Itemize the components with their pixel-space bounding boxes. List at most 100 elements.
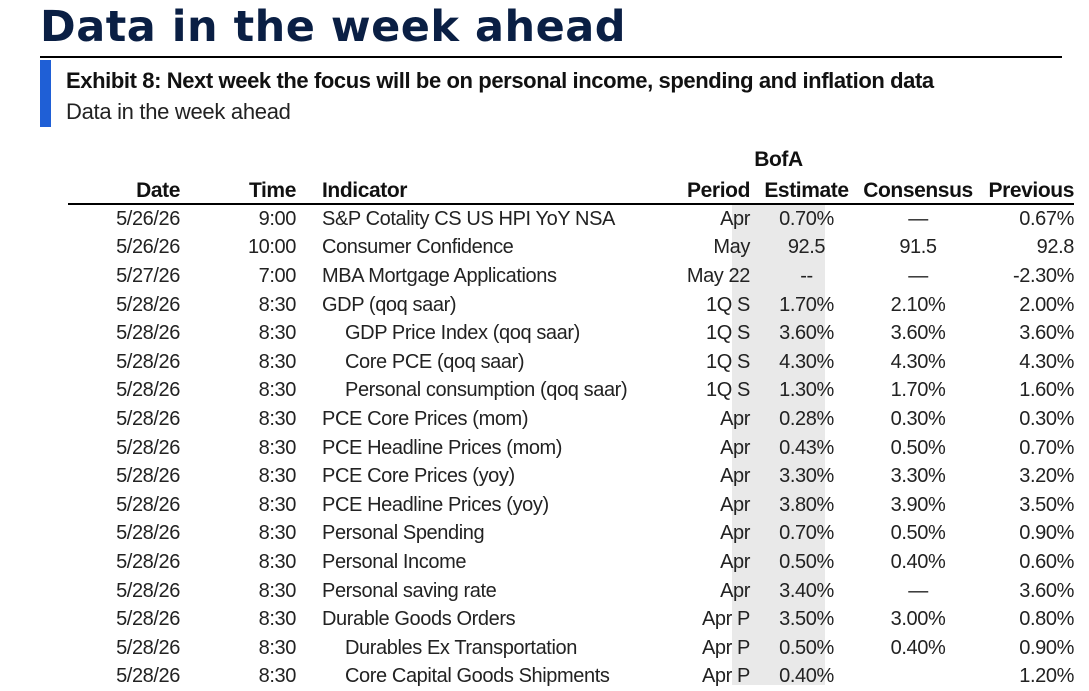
cell-date: 5/28/26 (68, 348, 180, 377)
cell-consensus: — (863, 204, 973, 234)
cell-time: 8:30 (180, 348, 296, 377)
cell-estimate: 0.70% (750, 204, 863, 234)
cell-indicator: GDP Price Index (qoq saar) (296, 319, 638, 348)
col-header-consensus: Consensus (863, 173, 973, 204)
cell-date: 5/26/26 (68, 234, 180, 263)
cell-time: 8:30 (180, 520, 296, 549)
cell-time: 8:30 (180, 319, 296, 348)
cell-indicator: Durables Ex Transportation (296, 634, 638, 663)
cell-indicator: GDP (qoq saar) (296, 291, 638, 320)
cell-period: Apr (638, 577, 750, 606)
estimate-group-label: BofA (732, 147, 825, 173)
cell-indicator: PCE Core Prices (yoy) (296, 462, 638, 491)
cell-period: 1Q S (638, 348, 750, 377)
cell-previous: 0.60% (973, 548, 1074, 577)
cell-time: 9:00 (180, 204, 296, 234)
cell-consensus: 2.10% (863, 291, 973, 320)
cell-estimate: 4.30% (750, 348, 863, 377)
cell-previous: 3.20% (973, 462, 1074, 491)
cell-date: 5/28/26 (68, 577, 180, 606)
cell-period: May 22 (638, 262, 750, 291)
cell-estimate: 3.50% (750, 605, 863, 634)
cell-estimate: 0.43% (750, 434, 863, 463)
title-divider (40, 56, 1062, 58)
cell-consensus: 0.40% (863, 634, 973, 663)
cell-period: Apr (638, 520, 750, 549)
cell-consensus: 3.60% (863, 319, 973, 348)
col-header-previous: Previous (973, 173, 1074, 204)
cell-consensus: 0.50% (863, 434, 973, 463)
cell-previous: 3.60% (973, 577, 1074, 606)
cell-indicator: Core Capital Goods Shipments (296, 663, 638, 691)
cell-period: 1Q S (638, 291, 750, 320)
cell-date: 5/27/26 (68, 262, 180, 291)
cell-previous: 3.50% (973, 491, 1074, 520)
cell-period: Apr (638, 491, 750, 520)
cell-previous: -2.30% (973, 262, 1074, 291)
cell-previous: 3.60% (973, 319, 1074, 348)
cell-time: 8:30 (180, 634, 296, 663)
cell-indicator: Personal Spending (296, 520, 638, 549)
cell-date: 5/28/26 (68, 520, 180, 549)
exhibit-subtitle: Data in the week ahead (66, 98, 291, 126)
cell-time: 8:30 (180, 291, 296, 320)
col-header-indicator: Indicator (296, 173, 638, 204)
cell-time: 7:00 (180, 262, 296, 291)
cell-consensus: — (863, 262, 973, 291)
cell-indicator: Core PCE (qoq saar) (296, 348, 638, 377)
cell-date: 5/28/26 (68, 291, 180, 320)
cell-period: May (638, 234, 750, 263)
cell-consensus: 0.30% (863, 405, 973, 434)
cell-time: 10:00 (180, 234, 296, 263)
cell-time: 8:30 (180, 605, 296, 634)
cell-previous: 1.60% (973, 377, 1074, 406)
cell-consensus: 4.30% (863, 348, 973, 377)
col-header-period: Period (638, 173, 750, 204)
cell-consensus: — (863, 577, 973, 606)
cell-estimate: 3.80% (750, 491, 863, 520)
cell-date: 5/26/26 (68, 204, 180, 234)
cell-period: Apr (638, 548, 750, 577)
cell-period: Apr P (638, 663, 750, 691)
cell-date: 5/28/26 (68, 462, 180, 491)
cell-estimate: 0.40% (750, 663, 863, 691)
cell-consensus: 3.00% (863, 605, 973, 634)
cell-date: 5/28/26 (68, 319, 180, 348)
cell-period: Apr (638, 405, 750, 434)
cell-time: 8:30 (180, 491, 296, 520)
cell-time: 8:30 (180, 577, 296, 606)
cell-date: 5/28/26 (68, 405, 180, 434)
cell-previous: 0.30% (973, 405, 1074, 434)
cell-indicator: PCE Core Prices (mom) (296, 405, 638, 434)
cell-period: Apr (638, 434, 750, 463)
table-header-row: Date Time Indicator Period Estimate Cons… (68, 173, 1074, 204)
cell-period: 1Q S (638, 319, 750, 348)
cell-indicator: Personal saving rate (296, 577, 638, 606)
cell-period: 1Q S (638, 377, 750, 406)
cell-period: Apr P (638, 605, 750, 634)
cell-previous: 1.20% (973, 663, 1074, 691)
cell-previous: 0.90% (973, 520, 1074, 549)
cell-estimate: 3.40% (750, 577, 863, 606)
cell-date: 5/28/26 (68, 491, 180, 520)
cell-estimate: 0.28% (750, 405, 863, 434)
cell-estimate: 0.50% (750, 634, 863, 663)
cell-date: 5/28/26 (68, 548, 180, 577)
cell-time: 8:30 (180, 377, 296, 406)
cell-previous: 0.90% (973, 634, 1074, 663)
cell-previous: 2.00% (973, 291, 1074, 320)
cell-estimate: 1.30% (750, 377, 863, 406)
cell-indicator: PCE Headline Prices (mom) (296, 434, 638, 463)
cell-estimate: -- (750, 262, 863, 291)
